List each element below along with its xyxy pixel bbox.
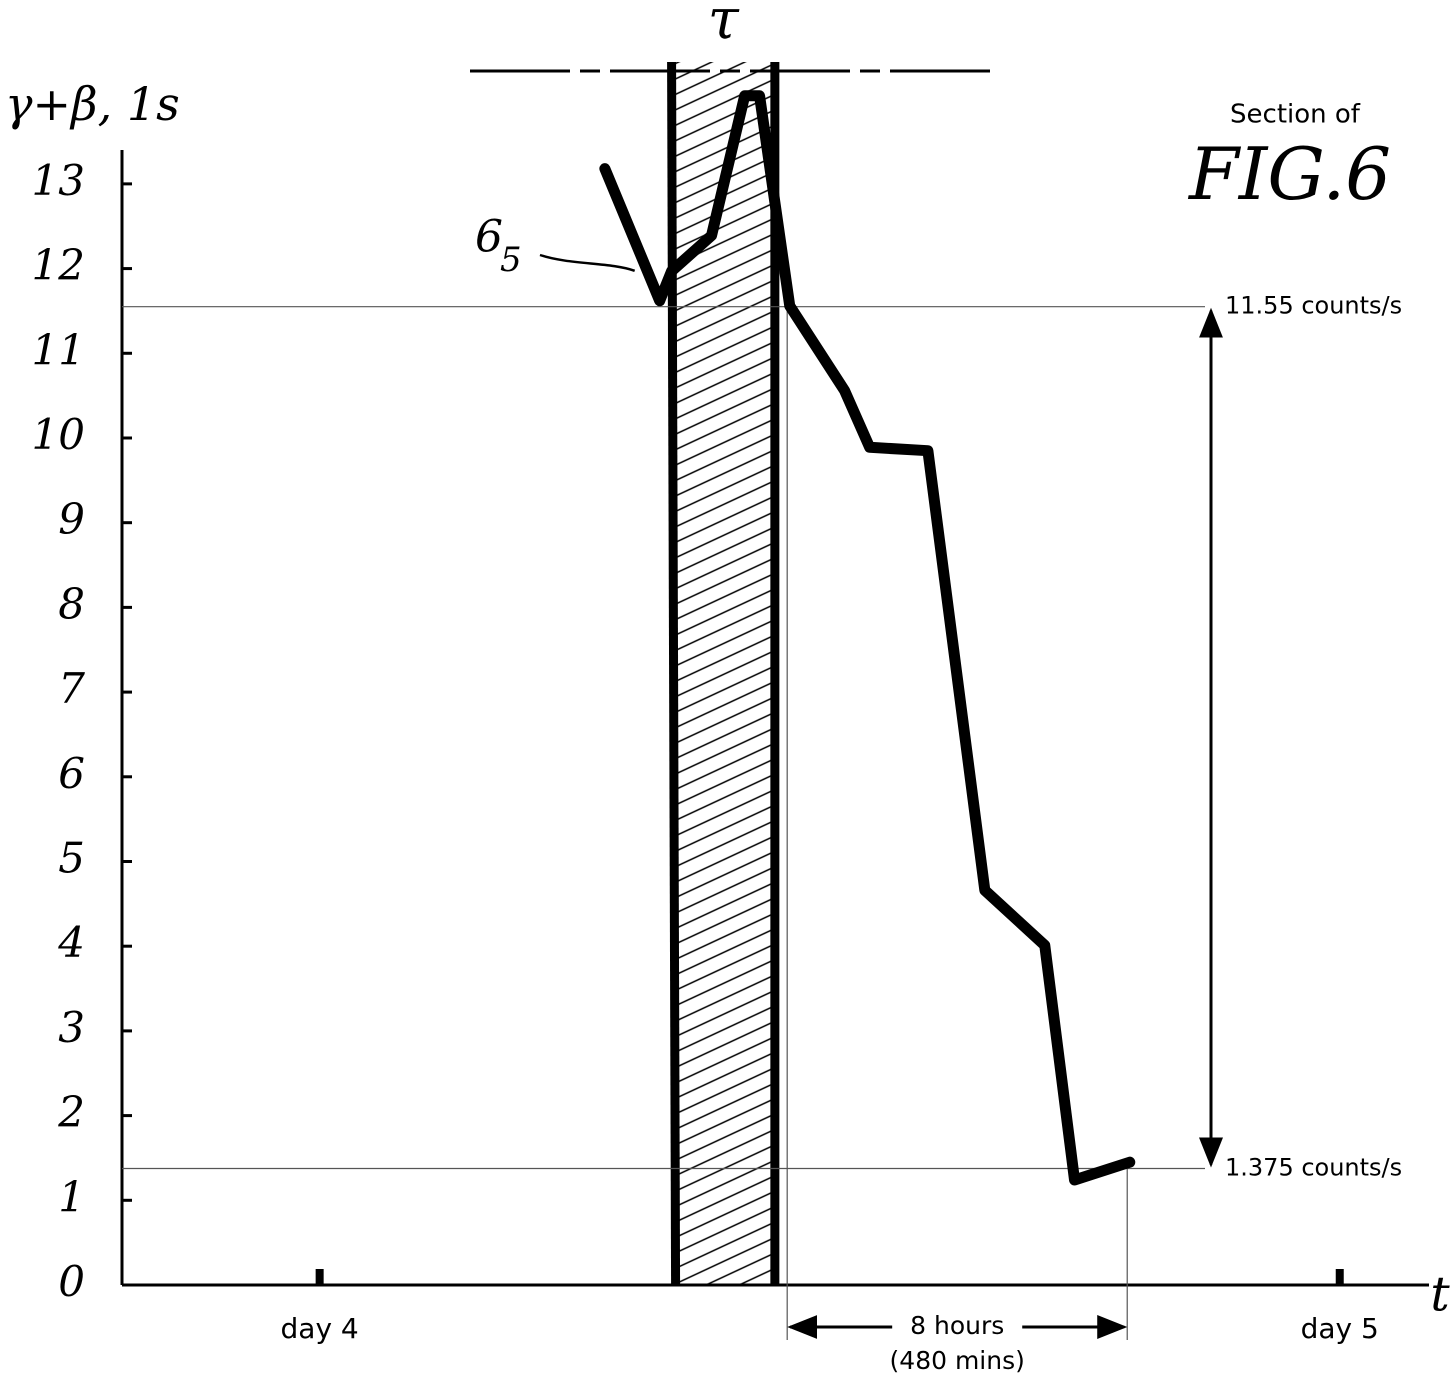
band-edge (667, 61, 681, 1286)
y-tick-label: 10 (32, 410, 85, 459)
y-tick-label: 6 (58, 749, 85, 798)
annotation: 6 (475, 212, 503, 263)
y-tick-label: 9 (58, 495, 85, 544)
subtitle: Section of (1230, 100, 1361, 130)
y-tick-label: 0 (58, 1257, 85, 1306)
y-tick-label: 3 (58, 1003, 85, 1052)
y-tick-label: 5 (58, 833, 85, 882)
exposure-band (671, 62, 775, 1285)
band-label: τ (708, 0, 740, 53)
annotation-subscript: 5 (500, 240, 522, 280)
y-tick-label: 12 (32, 241, 85, 290)
span-sublabel: (480 mins) (890, 1346, 1025, 1375)
y-tick-label: 11 (32, 325, 85, 374)
y-tick-label: 13 (32, 156, 85, 205)
title: FIG.6 (1187, 132, 1391, 216)
x-axis-label: t (1430, 1267, 1450, 1323)
y-tick-label: 2 (57, 1088, 85, 1137)
y-tick-label: 1 (58, 1172, 85, 1221)
annotation-leader (539, 253, 636, 272)
reference-label: 1.375 counts/s (1225, 1154, 1402, 1182)
y-tick-label: 7 (58, 664, 85, 713)
data-line (599, 90, 1136, 1186)
span-label: 8 hours (910, 1311, 1004, 1340)
x-tick (1335, 1269, 1344, 1285)
y-tick-label: 4 (57, 918, 85, 967)
y-tick-label: 8 (58, 579, 85, 628)
x-tick-label: day 5 (1301, 1312, 1379, 1345)
x-tick (315, 1269, 324, 1285)
reference-label: 11.55 counts/s (1225, 292, 1402, 320)
x-tick-label: day 4 (281, 1312, 359, 1345)
y-axis-label: γ+β, 1s (5, 77, 180, 131)
